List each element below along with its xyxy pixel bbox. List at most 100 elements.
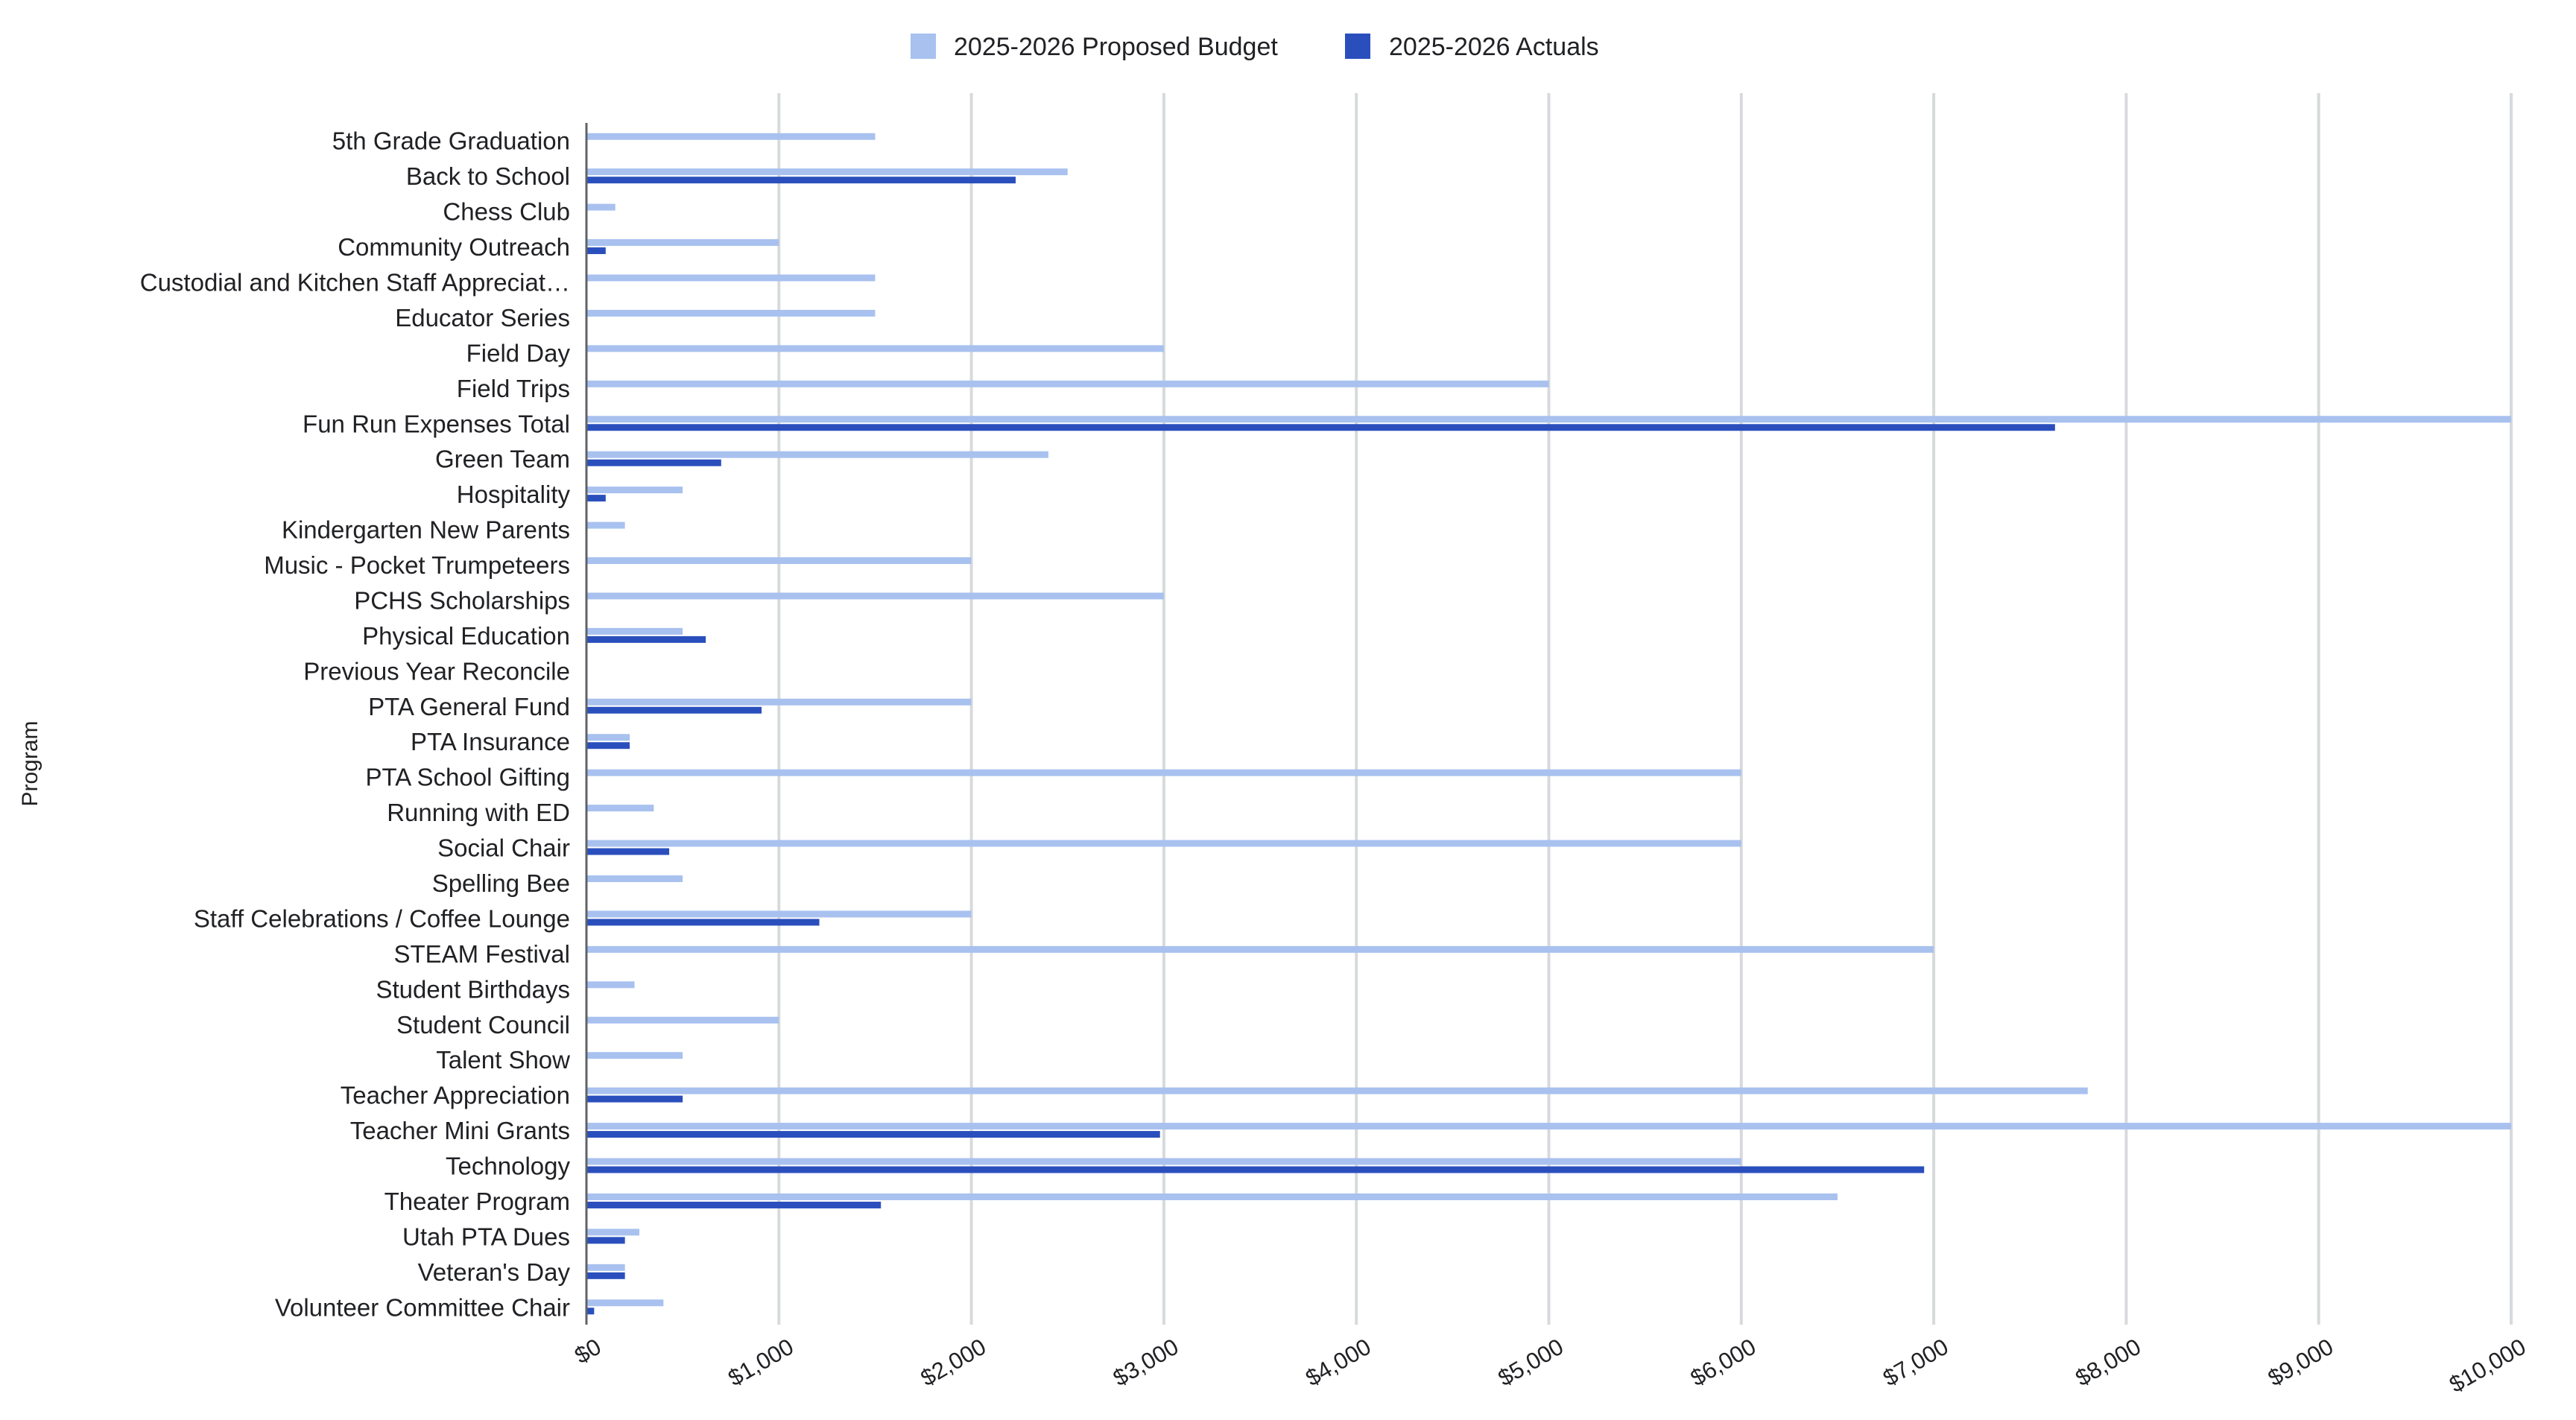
category-label: PTA School Gifting — [365, 764, 570, 791]
category-label: Student Council — [396, 1011, 570, 1039]
category-label: Physical Education — [362, 622, 570, 650]
bar-actuals — [586, 424, 2055, 431]
category-label: Custodial and Kitchen Staff Appreciat… — [140, 268, 570, 296]
bar-proposed-budget — [586, 1264, 625, 1271]
bar-proposed-budget — [586, 840, 1741, 847]
category-label: Educator Series — [395, 304, 570, 332]
bar-actuals — [586, 706, 762, 714]
bar-proposed-budget — [586, 875, 683, 882]
legend-label-proposed-budget: 2025-2026 Proposed Budget — [954, 33, 1278, 61]
category-label: PTA Insurance — [411, 728, 570, 755]
bar-proposed-budget — [586, 522, 625, 529]
bar-proposed-budget — [586, 168, 1068, 176]
bar-proposed-budget — [586, 698, 972, 706]
bar-proposed-budget — [586, 1123, 2511, 1130]
category-label: Previous Year Reconcile — [303, 657, 570, 685]
y-axis-title: Program — [18, 720, 42, 806]
category-label: Green Team — [435, 446, 570, 473]
category-label: Technology — [446, 1153, 570, 1180]
bar-proposed-budget — [586, 239, 779, 247]
bar-proposed-budget — [586, 345, 1164, 352]
category-label: Teacher Mini Grants — [350, 1117, 570, 1144]
category-label: 5th Grade Graduation — [332, 127, 570, 155]
bar-proposed-budget — [586, 451, 1048, 458]
bar-proposed-budget — [586, 1158, 1741, 1165]
category-label: Teacher Appreciation — [341, 1082, 570, 1109]
category-label: Chess Club — [443, 198, 570, 226]
legend-swatch-actuals — [1345, 34, 1370, 59]
category-label: Staff Celebrations / Coffee Lounge — [194, 904, 570, 932]
x-tick-label: $7,000 — [1879, 1334, 1953, 1392]
legend-label-actuals: 2025-2026 Actuals — [1389, 33, 1599, 61]
bars — [586, 133, 2511, 1315]
bar-proposed-budget — [586, 274, 876, 282]
legend-swatch-proposed-budget — [911, 34, 936, 59]
x-tick-label: $9,000 — [2264, 1334, 2338, 1392]
bar-proposed-budget — [586, 557, 972, 565]
x-tick-label: $5,000 — [1493, 1334, 1568, 1392]
x-tick-label: $1,000 — [724, 1334, 798, 1392]
bar-actuals — [586, 919, 820, 926]
category-label: Field Day — [466, 339, 571, 367]
x-tick-label: $2,000 — [916, 1334, 990, 1392]
bar-actuals — [586, 635, 706, 643]
bar-proposed-budget — [586, 1087, 2088, 1094]
bar-actuals — [586, 1095, 683, 1103]
gridlines — [777, 93, 2513, 1325]
category-label: PCHS Scholarships — [354, 586, 570, 614]
bar-actuals — [586, 1272, 625, 1279]
category-label: Volunteer Committee Chair — [275, 1293, 570, 1321]
category-label: Back to School — [406, 162, 570, 190]
bar-proposed-budget — [586, 769, 1741, 776]
bar-proposed-budget — [586, 734, 630, 741]
bar-proposed-budget — [586, 1016, 779, 1024]
bar-proposed-budget — [586, 203, 615, 211]
category-label: Veteran's Day — [418, 1258, 571, 1286]
category-label: PTA General Fund — [368, 693, 570, 720]
category-label: Running with ED — [387, 799, 570, 826]
bar-actuals — [586, 247, 606, 255]
category-label: Social Chair — [437, 834, 570, 862]
bar-proposed-budget — [586, 1229, 640, 1236]
bar-proposed-budget — [586, 910, 972, 918]
x-tick-label: $10,000 — [2445, 1334, 2531, 1398]
bar-proposed-budget — [586, 981, 635, 989]
x-tick-label: $4,000 — [1301, 1334, 1376, 1392]
bar-proposed-budget — [586, 945, 1934, 953]
x-tick-label: $3,000 — [1109, 1334, 1183, 1392]
category-label: Community Outreach — [338, 233, 570, 261]
bar-proposed-budget — [586, 805, 654, 812]
bar-actuals — [586, 459, 721, 466]
category-label: Fun Run Expenses Total — [303, 410, 570, 437]
bar-proposed-budget — [586, 1052, 683, 1059]
bar-proposed-budget — [586, 627, 683, 635]
category-label: Utah PTA Dues — [402, 1223, 570, 1250]
bar-actuals — [586, 1166, 1925, 1173]
bar-proposed-budget — [586, 1193, 1838, 1200]
bar-proposed-budget — [586, 592, 1164, 600]
category-label: Talent Show — [436, 1046, 570, 1074]
bar-actuals — [586, 742, 630, 749]
category-label: Field Trips — [457, 375, 570, 402]
category-labels: 5th Grade Graduation Back to School Chess … — [140, 127, 571, 1322]
legend: 2025-2026 Proposed Budget 2025-2026 Actu… — [911, 33, 1599, 61]
category-label: Kindergarten New Parents — [282, 516, 570, 544]
category-label: Spelling Bee — [432, 869, 570, 897]
bar-actuals — [586, 177, 1016, 184]
bar-proposed-budget — [586, 309, 876, 317]
category-label: Hospitality — [457, 481, 571, 508]
bar-actuals — [586, 848, 670, 855]
bar-proposed-budget — [586, 380, 1549, 387]
bar-actuals — [586, 495, 606, 502]
x-axis-tick-labels: $0 $1,000 $2,000 $3,000 $4,000 $5,000 $6,000 $7… — [570, 1334, 2530, 1398]
bar-proposed-budget — [586, 416, 2511, 423]
bar-proposed-budget — [586, 486, 683, 494]
bar-actuals — [586, 1308, 595, 1315]
category-label: Student Birthdays — [376, 975, 571, 1003]
bar-proposed-budget — [586, 133, 876, 140]
x-tick-label: $8,000 — [2071, 1334, 2145, 1392]
bar-proposed-budget — [586, 1299, 664, 1307]
category-label: Music - Pocket Trumpeteers — [264, 551, 570, 579]
